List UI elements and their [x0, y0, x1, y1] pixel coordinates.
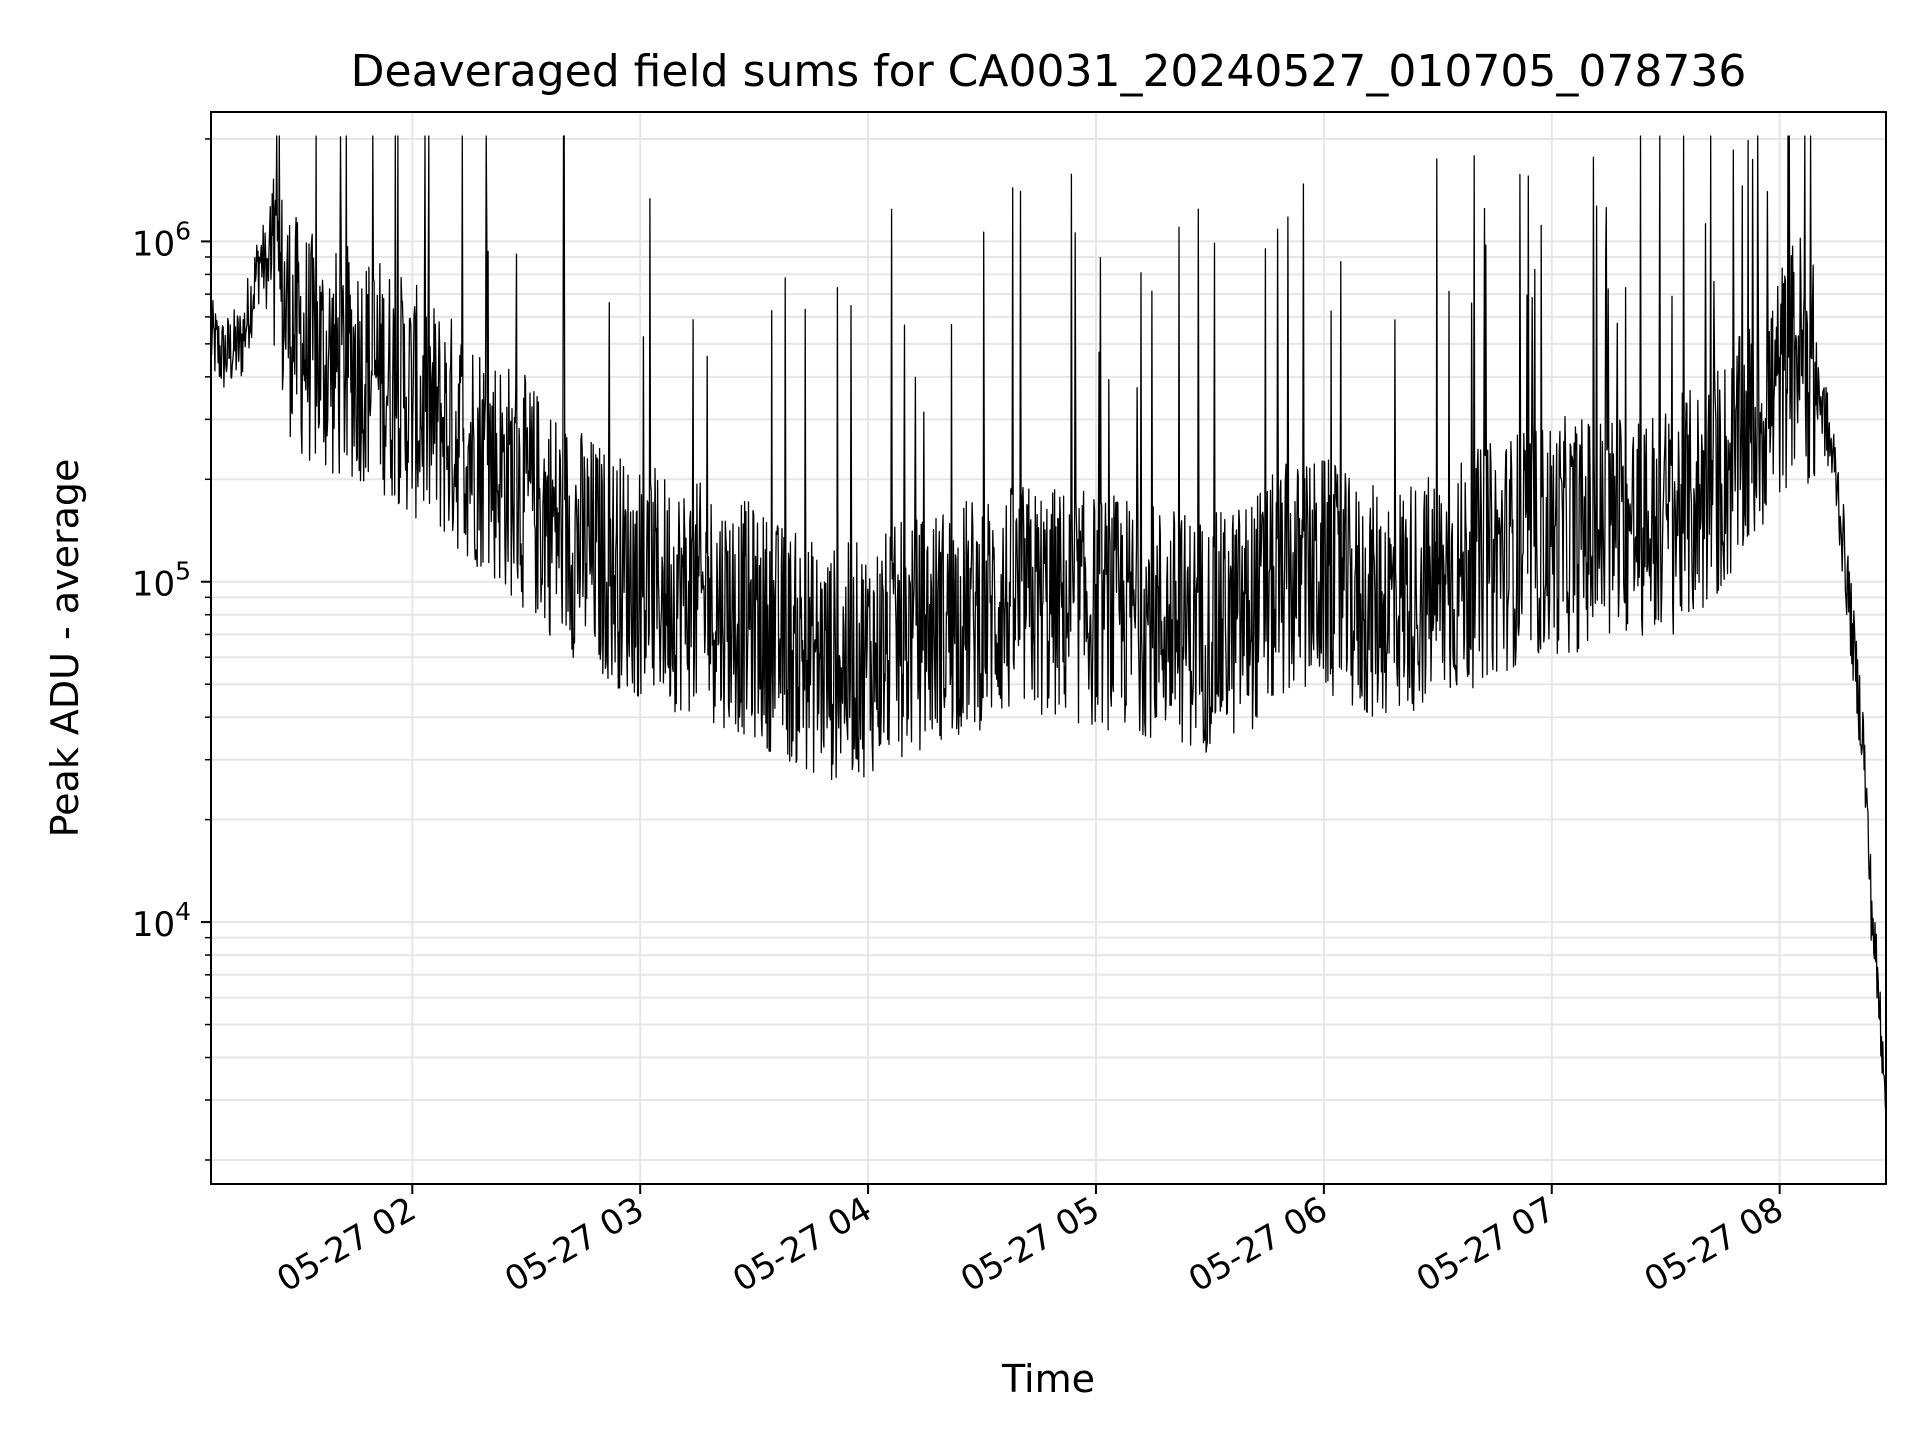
y-tick-label: 104: [132, 897, 191, 945]
x-axis-label: Time: [1001, 1357, 1095, 1401]
y-tick-label: 105: [132, 557, 191, 605]
plot-frame: [210, 111, 1887, 1185]
series-line: [210, 135, 1887, 1109]
y-tick-label: 106: [132, 216, 191, 264]
series-layer: [210, 135, 1887, 1109]
y-axis-label: Peak ADU - average: [43, 459, 87, 838]
chart-title: Deaveraged field sums for CA0031_2024052…: [351, 46, 1747, 97]
